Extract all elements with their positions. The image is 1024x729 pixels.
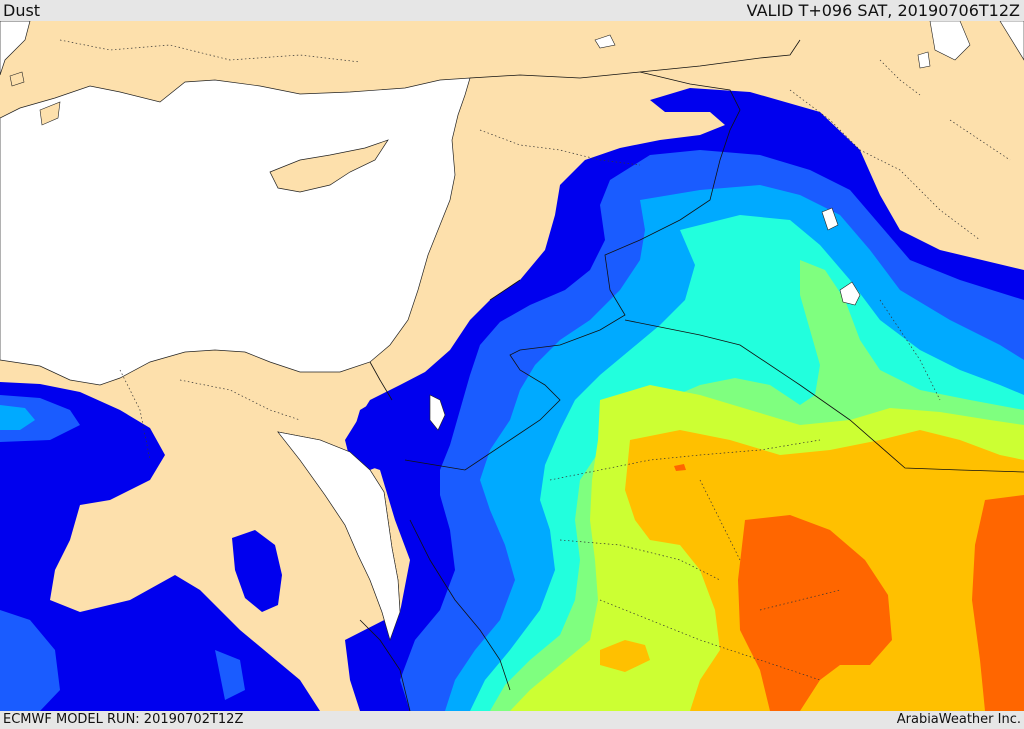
model-run-label: ECMWF MODEL RUN: 20190702T12Z — [3, 712, 244, 727]
provincial-borders — [59, 39, 1011, 681]
national-borders — [359, 39, 1024, 711]
map-title: Dust — [3, 1, 41, 20]
provider-credit: ArabiaWeather Inc. — [896, 712, 1021, 727]
small-islands — [9, 71, 61, 126]
dust-level-1-sinai-blob — [232, 530, 282, 612]
aegean-coast — [0, 21, 31, 76]
dust-level-1-levant-blob — [348, 395, 405, 470]
dust-level-8-east — [972, 495, 1024, 711]
dust-level-8-dot — [674, 464, 686, 471]
header-bar: Dust VALID T+096 SAT, 20190706T12Z — [0, 0, 1024, 21]
dust-level-3-west — [0, 405, 35, 430]
dust-level-8-center — [738, 515, 892, 711]
cyprus-island — [269, 139, 389, 193]
valid-time-label: VALID T+096 SAT, 20190706T12Z — [746, 1, 1020, 20]
dust-level-7-island — [600, 640, 650, 672]
red-sea-overlay — [277, 431, 401, 641]
dust-level-1-west — [0, 382, 320, 711]
lake-iraq — [821, 207, 861, 306]
inland-water — [929, 21, 1024, 61]
lake-urmia — [917, 51, 931, 69]
footer-bar: ECMWF MODEL RUN: 20190702T12Z ArabiaWeat… — [0, 711, 1024, 729]
lake-van — [594, 34, 616, 49]
dust-forecast-map[interactable] — [0, 21, 1024, 711]
gulf-of-aqaba-overlay — [429, 394, 446, 431]
